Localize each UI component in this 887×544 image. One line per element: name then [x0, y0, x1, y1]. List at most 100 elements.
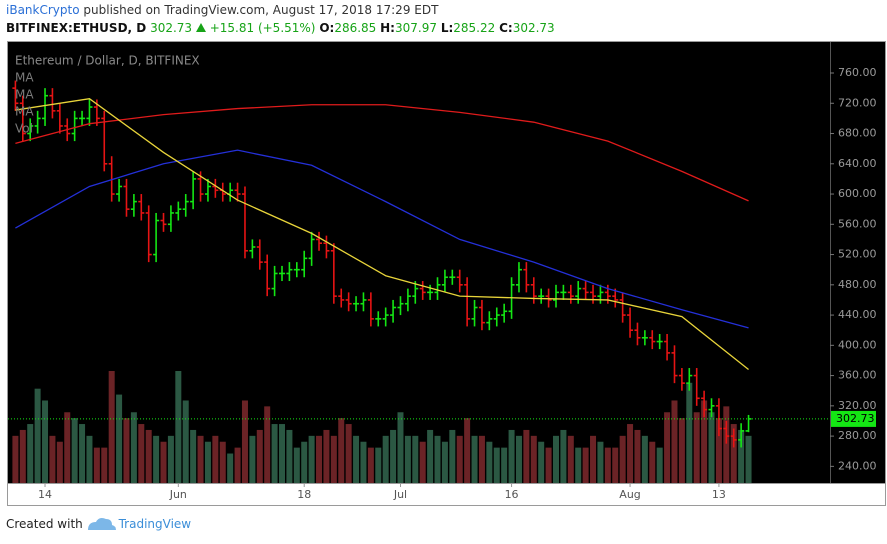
- y-tick-label: 240.00: [838, 459, 877, 472]
- volume-bar: [301, 441, 308, 483]
- volume-bar: [715, 418, 722, 483]
- close-label: C:: [499, 21, 513, 35]
- volume-bar: [441, 441, 448, 483]
- volume-bar: [27, 424, 34, 483]
- x-tick-label: 13: [712, 488, 726, 501]
- volume-bar: [241, 400, 248, 483]
- volume-bar: [738, 429, 745, 483]
- x-tick-label: Jun: [169, 488, 187, 501]
- up-arrow: [195, 23, 206, 32]
- open-value: 286.85: [334, 21, 377, 35]
- volume-bar: [553, 435, 559, 483]
- volume-bar: [34, 388, 41, 483]
- volume-bar: [308, 435, 315, 483]
- axes: 240.00 280.00 320.00 360.00 400.00 440.00 480.…: [38, 66, 876, 501]
- volume-bar: [730, 424, 737, 483]
- tradingview-logo: [88, 518, 116, 530]
- volume-bar: [597, 441, 604, 483]
- author: iBankCrypto: [6, 3, 80, 17]
- volume-bar: [478, 435, 485, 483]
- volume-bar: [175, 371, 182, 483]
- volume-bar: [678, 418, 685, 483]
- last-price: 302.73: [150, 21, 193, 35]
- y-tick-label: 560.00: [838, 217, 877, 230]
- volume-bar: [419, 441, 426, 483]
- volume-bar: [42, 400, 49, 483]
- volume-bar: [345, 424, 352, 483]
- volume-bar: [649, 441, 656, 483]
- volume-bar: [434, 435, 441, 483]
- legend-entry: Vol: [15, 122, 33, 136]
- volume-bar: [464, 418, 471, 483]
- volume-bar: [234, 447, 241, 483]
- volume-bar: [523, 429, 530, 483]
- volume-bar: [412, 435, 419, 483]
- volume-bar: [560, 429, 567, 483]
- volume-bar: [86, 435, 93, 483]
- volume-bar: [12, 435, 19, 483]
- volume-bar: [671, 400, 678, 483]
- volume-bar: [486, 441, 493, 483]
- y-tick-label: 520.00: [838, 248, 877, 261]
- volume-bar: [456, 435, 463, 483]
- volume-bar: [197, 435, 204, 483]
- brand[interactable]: TradingView: [118, 517, 192, 531]
- volume-bar: [590, 435, 597, 483]
- volume-bar: [604, 447, 611, 483]
- volume-bar: [56, 441, 63, 483]
- volume-bar: [471, 435, 478, 483]
- volume-bar: [323, 429, 330, 483]
- volume-bar: [582, 447, 589, 483]
- date-axis-background: [7, 483, 886, 506]
- volume-bar: [204, 441, 211, 483]
- footer: Created with TradingView: [6, 517, 191, 531]
- high-label: H:: [380, 21, 395, 35]
- x-tick-label: 18: [297, 488, 311, 501]
- x-tick-label: Aug: [619, 488, 640, 501]
- symbol: BITFINEX:ETHUSD, D: [6, 21, 147, 35]
- volume-bar: [123, 418, 130, 483]
- volume-bar: [212, 435, 219, 483]
- volume-bar: [390, 429, 397, 483]
- volume-bar: [190, 429, 197, 483]
- volume-bar: [612, 447, 619, 483]
- ma-line: [15, 149, 749, 329]
- volume-bar: [293, 447, 300, 483]
- x-tick-label: 16: [505, 488, 519, 501]
- volume-bar: [279, 424, 285, 483]
- volume-bar: [634, 429, 641, 483]
- ma-line: [15, 104, 749, 202]
- ma-layer: [8, 98, 830, 420]
- y-tick-label: 720.00: [838, 96, 877, 109]
- volume-bar: [316, 435, 323, 483]
- volume-bar: [367, 447, 374, 483]
- y-tick-label: 600.00: [838, 187, 877, 200]
- y-tick-label: 280.00: [838, 429, 877, 442]
- volume-bar: [701, 400, 708, 483]
- volume-bar: [530, 435, 537, 483]
- volume-bar: [508, 429, 515, 483]
- volume-bar: [256, 429, 263, 483]
- y-tick-label: 760.00: [838, 66, 877, 79]
- volume-bar: [745, 435, 752, 483]
- y-tick-label: 440.00: [838, 308, 877, 321]
- volume-bar: [71, 418, 78, 483]
- volume-bar: [64, 412, 71, 483]
- volume-bar: [79, 424, 86, 483]
- legend-entry: MA: [15, 71, 34, 85]
- y-tick-label: 320.00: [838, 399, 877, 412]
- volume-bar: [538, 441, 545, 483]
- volume-bar: [145, 429, 152, 483]
- volume-bar: [93, 447, 100, 483]
- y-tick-label: 360.00: [838, 369, 877, 382]
- y-tick-label: 680.00: [838, 127, 877, 140]
- volume-bar: [286, 429, 293, 483]
- volume-layer: [12, 371, 752, 483]
- y-tick-label: 480.00: [838, 278, 877, 291]
- y-tick-label: 640.00: [838, 157, 877, 170]
- open-label: O:: [319, 21, 335, 35]
- volume-bar: [693, 412, 700, 483]
- close-value: 302.73: [512, 21, 555, 35]
- volume-bar: [49, 435, 56, 483]
